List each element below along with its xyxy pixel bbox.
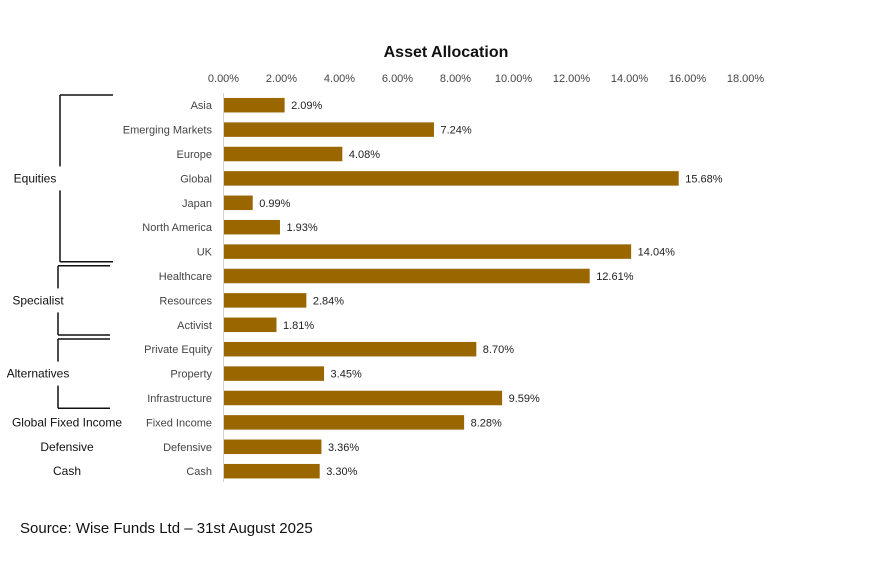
category-label: Property — [170, 369, 212, 381]
group-label: Alternatives — [7, 367, 70, 381]
group-label: Global Fixed Income — [12, 415, 122, 429]
category-label: Fixed Income — [146, 417, 212, 429]
category-label: Healthcare — [159, 271, 212, 283]
x-tick-label: 14.00% — [611, 73, 649, 85]
data-label: 4.08% — [349, 149, 380, 161]
data-label: 3.45% — [331, 369, 362, 381]
data-label: 15.68% — [685, 173, 723, 185]
bar — [224, 97, 285, 113]
data-label: 2.84% — [313, 295, 344, 307]
category-label: UK — [197, 247, 213, 259]
bar — [224, 366, 325, 381]
category-label: Resources — [159, 295, 212, 307]
x-tick-label: 0.00% — [208, 73, 239, 85]
bar — [224, 463, 320, 479]
x-tick-label: 4.00% — [324, 73, 355, 85]
bar — [224, 317, 277, 333]
group-label: Cash — [53, 464, 81, 478]
bars — [224, 97, 679, 479]
data-label: 3.30% — [326, 466, 357, 478]
data-label: 7.24% — [440, 125, 471, 137]
category-label: Cash — [186, 466, 212, 478]
bar — [224, 219, 280, 235]
data-label: 0.99% — [259, 198, 290, 210]
bar — [224, 415, 465, 430]
category-label: Emerging Markets — [123, 125, 213, 137]
category-label: Europe — [177, 149, 212, 161]
data-label: 8.28% — [471, 417, 502, 429]
data-label: 8.70% — [483, 344, 514, 356]
bar — [224, 293, 307, 308]
x-tick-label: 12.00% — [553, 73, 591, 85]
bar — [224, 341, 477, 357]
bar — [224, 439, 322, 455]
group-label: Defensive — [40, 440, 94, 454]
data-label: 2.09% — [291, 100, 322, 112]
group-label: Equities — [14, 171, 57, 185]
bar — [224, 146, 343, 162]
x-tick-label: 6.00% — [382, 73, 413, 85]
x-tick-label: 18.00% — [727, 73, 765, 85]
category-label: Activist — [177, 320, 212, 332]
data-label: 14.04% — [638, 247, 676, 259]
bar — [224, 171, 679, 186]
data-label: 1.93% — [286, 222, 317, 234]
category-label: Infrastructure — [147, 393, 212, 405]
category-label: Asia — [191, 100, 213, 112]
category-label: North America — [142, 222, 213, 234]
group-labels: Equities Specialist Alternatives Global Fix… — [7, 94, 122, 478]
chart-title: Asset Allocation — [384, 44, 509, 61]
category-label: Defensive — [163, 442, 212, 454]
data-label: 12.61% — [596, 271, 634, 283]
category-label: Global — [180, 173, 212, 185]
data-label: 9.59% — [509, 393, 540, 405]
data-label: 1.81% — [283, 320, 314, 332]
source-note: Source: Wise Funds Ltd – 31st August 202… — [20, 520, 313, 537]
bar — [224, 195, 253, 211]
bar — [224, 268, 590, 284]
x-tick-label: 2.00% — [266, 73, 297, 85]
x-tick-labels: 0.00% 2.00% 4.00% 6.00% 8.00% 10.00% 12.00% 14.… — [208, 73, 764, 85]
data-labels: 2.09% 7.24% 4.08% 15.68% 0.99% 1.93% 14.04% 12.… — [259, 100, 723, 478]
bar — [224, 390, 503, 406]
category-labels: Asia Emerging Markets Europe Global Japan Nor… — [123, 100, 213, 478]
x-tick-label: 10.00% — [495, 73, 533, 85]
x-tick-label: 8.00% — [440, 73, 471, 85]
category-label: Private Equity — [144, 344, 212, 356]
data-label: 3.36% — [328, 442, 359, 454]
bar — [224, 244, 632, 259]
group-label: Specialist — [12, 293, 64, 307]
category-label: Japan — [182, 198, 212, 210]
x-tick-label: 16.00% — [669, 73, 707, 85]
bar — [224, 122, 434, 137]
